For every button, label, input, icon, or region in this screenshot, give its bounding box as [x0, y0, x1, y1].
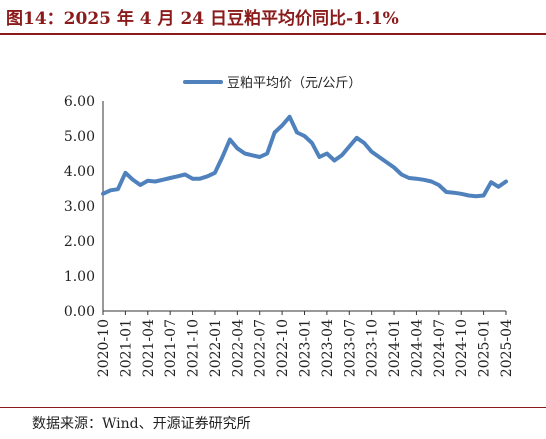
y-axis-ticks: 0.00 1.00 2.00 3.00 4.00 5.00 6.00 [64, 94, 95, 320]
x-tick-label: 2021-07 [163, 319, 179, 377]
chart-title: 图14：2025 年 4 月 24 日豆粕平均价同比-1.1% [6, 9, 399, 29]
x-tick-label: 2023-10 [365, 319, 381, 377]
series-line [101, 114, 508, 199]
x-tick-label: 2025-01 [477, 319, 493, 377]
y-tick-label: 1.00 [64, 269, 95, 285]
x-tick-label: 2022-04 [230, 319, 246, 377]
x-tick-label: 2023-04 [320, 319, 336, 377]
x-tick-label: 2021-04 [141, 319, 157, 377]
x-tick-label: 2021-10 [186, 319, 202, 377]
x-axis-ticks: 2020-10 2021-01 2021-04 2021-07 2021-10 2022-… [96, 311, 515, 377]
x-tick-label: 2025-04 [499, 319, 515, 377]
x-tick-label: 2021-01 [118, 319, 134, 377]
x-tick-label: 2024-01 [387, 319, 403, 377]
y-tick-label: 0.00 [64, 304, 95, 320]
y-tick-label: 4.00 [64, 164, 95, 180]
x-tick-label: 2022-07 [253, 319, 269, 377]
source-note: 数据来源：Wind、开源证券研究所 [32, 416, 251, 432]
title-divider [0, 33, 546, 35]
x-tick-label: 2023-07 [342, 319, 358, 377]
legend-label: 豆粕平均价（元/公斤） [227, 76, 361, 91]
x-tick-label: 2024-04 [409, 319, 425, 377]
x-tick-label: 2020-10 [96, 319, 112, 377]
x-tick-label: 2022-01 [208, 319, 224, 377]
source-divider [0, 407, 546, 408]
legend: 豆粕平均价（元/公斤） [183, 76, 361, 91]
y-tick-label: 5.00 [64, 129, 95, 145]
x-tick-label: 2024-07 [432, 319, 448, 377]
y-tick-label: 2.00 [64, 234, 95, 250]
x-tick-label: 2023-01 [298, 319, 314, 377]
x-tick-label: 2022-10 [275, 319, 291, 377]
y-tick-label: 3.00 [64, 199, 95, 215]
x-tick-label: 2024-10 [454, 319, 470, 377]
y-tick-label: 6.00 [64, 94, 95, 110]
